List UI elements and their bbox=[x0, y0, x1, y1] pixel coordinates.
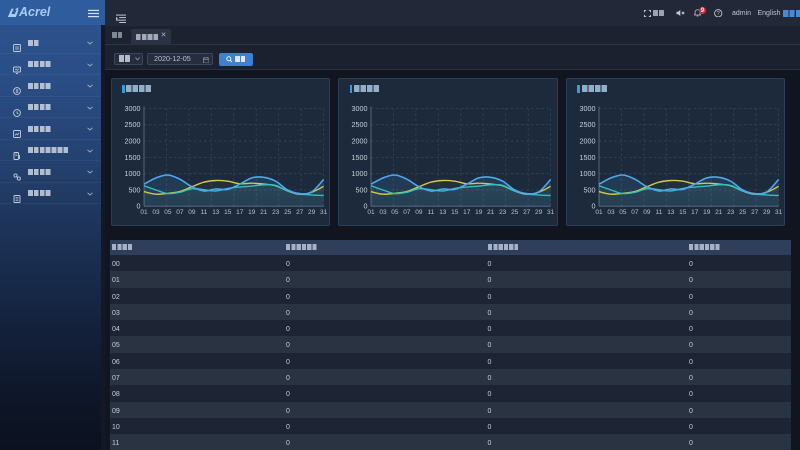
svg-text:03: 03 bbox=[607, 209, 615, 216]
svg-text:13: 13 bbox=[212, 209, 220, 216]
svg-text:?: ? bbox=[717, 11, 720, 17]
svg-text:500: 500 bbox=[128, 185, 140, 194]
svg-text:2000: 2000 bbox=[352, 137, 368, 146]
svg-text:13: 13 bbox=[667, 209, 675, 216]
svg-text:05: 05 bbox=[619, 209, 627, 216]
svg-text:17: 17 bbox=[691, 209, 699, 216]
svg-text:19: 19 bbox=[703, 209, 711, 216]
svg-text:07: 07 bbox=[176, 209, 184, 216]
svg-text:31: 31 bbox=[775, 209, 783, 216]
svg-text:500: 500 bbox=[356, 185, 368, 194]
svg-text:3000: 3000 bbox=[124, 104, 140, 113]
svg-text:11: 11 bbox=[655, 209, 662, 216]
svg-text:27: 27 bbox=[751, 209, 759, 216]
svg-text:09: 09 bbox=[188, 209, 196, 216]
svg-text:29: 29 bbox=[307, 209, 315, 216]
svg-text:21: 21 bbox=[715, 209, 723, 216]
svg-text:05: 05 bbox=[164, 209, 172, 216]
svg-text:31: 31 bbox=[547, 209, 555, 216]
svg-text:0: 0 bbox=[136, 202, 140, 211]
svg-text:19: 19 bbox=[248, 209, 256, 216]
svg-text:17: 17 bbox=[236, 209, 244, 216]
svg-text:15: 15 bbox=[451, 209, 459, 216]
svg-text:2000: 2000 bbox=[124, 137, 140, 146]
svg-text:23: 23 bbox=[272, 209, 280, 216]
svg-text:1500: 1500 bbox=[352, 153, 368, 162]
svg-text:07: 07 bbox=[403, 209, 411, 216]
svg-text:31: 31 bbox=[319, 209, 327, 216]
svg-text:1000: 1000 bbox=[352, 169, 368, 178]
svg-text:01: 01 bbox=[368, 209, 376, 216]
svg-text:1500: 1500 bbox=[579, 153, 595, 162]
svg-text:2000: 2000 bbox=[579, 137, 595, 146]
svg-text:3000: 3000 bbox=[579, 104, 595, 113]
svg-text:19: 19 bbox=[475, 209, 483, 216]
svg-text:05: 05 bbox=[391, 209, 399, 216]
svg-text:01: 01 bbox=[140, 209, 148, 216]
svg-text:23: 23 bbox=[727, 209, 735, 216]
svg-text:27: 27 bbox=[296, 209, 304, 216]
svg-text:03: 03 bbox=[380, 209, 388, 216]
svg-text:17: 17 bbox=[463, 209, 471, 216]
svg-text:21: 21 bbox=[487, 209, 495, 216]
svg-text:1500: 1500 bbox=[124, 153, 140, 162]
svg-text:01: 01 bbox=[595, 209, 603, 216]
svg-text:11: 11 bbox=[428, 209, 435, 216]
svg-text:07: 07 bbox=[631, 209, 639, 216]
svg-text:0: 0 bbox=[364, 202, 368, 211]
svg-text:3000: 3000 bbox=[352, 104, 368, 113]
svg-text:27: 27 bbox=[523, 209, 531, 216]
svg-text:13: 13 bbox=[439, 209, 447, 216]
svg-text:25: 25 bbox=[284, 209, 292, 216]
svg-text:500: 500 bbox=[583, 185, 595, 194]
svg-text:23: 23 bbox=[499, 209, 507, 216]
svg-text:2500: 2500 bbox=[124, 120, 140, 129]
svg-text:25: 25 bbox=[511, 209, 519, 216]
svg-text:0: 0 bbox=[591, 202, 595, 211]
svg-text:09: 09 bbox=[643, 209, 651, 216]
svg-text:29: 29 bbox=[763, 209, 771, 216]
svg-text:1000: 1000 bbox=[579, 169, 595, 178]
svg-text:21: 21 bbox=[260, 209, 268, 216]
svg-text:11: 11 bbox=[200, 209, 207, 216]
svg-text:15: 15 bbox=[679, 209, 687, 216]
svg-text:1000: 1000 bbox=[124, 169, 140, 178]
svg-text:2500: 2500 bbox=[579, 120, 595, 129]
svg-text:03: 03 bbox=[152, 209, 160, 216]
svg-text:29: 29 bbox=[535, 209, 543, 216]
svg-text:09: 09 bbox=[415, 209, 423, 216]
svg-text:2500: 2500 bbox=[352, 120, 368, 129]
svg-text:15: 15 bbox=[224, 209, 232, 216]
svg-text:25: 25 bbox=[739, 209, 747, 216]
